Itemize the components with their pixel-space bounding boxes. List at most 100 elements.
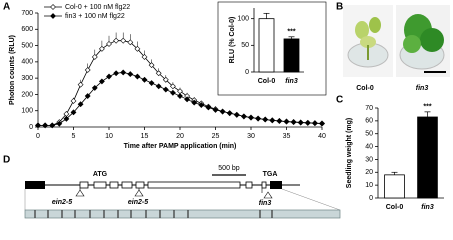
y-tick-label: 40: [365, 143, 373, 150]
marker: [148, 62, 155, 69]
marker: [184, 96, 191, 103]
marker: [255, 115, 262, 122]
marker: [304, 120, 311, 126]
x-tick-label: Col-0: [258, 78, 276, 85]
panel-label: C: [336, 95, 343, 106]
photo-label: fin3: [416, 85, 429, 92]
marker: [106, 73, 112, 80]
gene-diagram: [24, 174, 341, 219]
legend-label: Col-0 + 100 nM flg22: [65, 4, 130, 11]
bar: [258, 18, 275, 73]
y-tick-label: 30: [365, 156, 373, 163]
legend-marker: [50, 4, 56, 10]
photo-fin3: [396, 5, 450, 77]
marker: [77, 81, 84, 88]
scale-label: 500 bp: [218, 165, 240, 172]
marker: [113, 70, 120, 77]
y-tick-label: 0: [245, 69, 249, 76]
y-tick-label: 600: [21, 26, 33, 33]
x-tick-label: 40: [318, 133, 326, 140]
marker: [162, 86, 169, 93]
marker: [49, 122, 56, 129]
legend-marker: [50, 13, 56, 19]
significance: ***: [423, 104, 431, 111]
marker: [70, 98, 77, 104]
marker: [198, 102, 205, 108]
marker: [91, 54, 98, 60]
marker: [141, 76, 148, 83]
marker: [155, 83, 162, 90]
x-tick-label: fin3: [285, 78, 298, 85]
photo-col0: [343, 5, 393, 77]
allele-label: ein2-5: [52, 199, 72, 206]
marker: [297, 119, 304, 126]
panel-label: D: [3, 155, 10, 166]
marker: [240, 113, 247, 120]
start-codon: ATG: [93, 171, 108, 178]
marker: [106, 41, 112, 47]
y-axis-label: Seedling weight (mg): [346, 118, 353, 188]
y-tick-label: 100: [21, 108, 33, 115]
marker: [290, 119, 297, 126]
y-tick-label: 20: [365, 169, 373, 176]
marker: [233, 111, 240, 118]
marker: [134, 73, 141, 80]
marker: [120, 37, 127, 44]
x-tick-label: 30: [247, 133, 255, 140]
marker: [42, 122, 49, 129]
bar: [384, 174, 405, 199]
y-axis-label: Photon counts (RLU): [9, 35, 16, 105]
y-tick-label: 100: [237, 16, 249, 23]
x-tick-label: fin3: [421, 204, 434, 211]
marker: [35, 122, 41, 129]
marker: [262, 116, 269, 123]
marker: [113, 37, 120, 44]
marker: [155, 70, 162, 77]
marker: [56, 120, 63, 127]
allele-label: ein2-5: [128, 199, 148, 206]
figure: A B C D Col-0 fin3: [3, 2, 450, 219]
x-tick-label: 5: [72, 133, 76, 140]
x-axis-label: Time after PAMP application (min): [124, 143, 237, 150]
marker: [177, 93, 183, 99]
y-tick-label: 70: [365, 105, 373, 112]
y-tick-label: 300: [21, 75, 33, 82]
marker: [319, 120, 325, 127]
marker: [127, 39, 134, 46]
photo-label: Col-0: [356, 85, 374, 92]
marker: [177, 88, 183, 95]
marker: [98, 78, 105, 85]
x-tick-label: 15: [141, 133, 149, 140]
y-tick-label: 60: [365, 118, 373, 125]
marker: [269, 117, 276, 124]
y-tick-label: 50: [241, 42, 249, 49]
panel-label: A: [3, 2, 10, 13]
x-tick-label: 20: [176, 133, 184, 140]
marker: [169, 83, 176, 90]
y-tick-label: 0: [29, 124, 33, 131]
marker: [212, 106, 219, 113]
stop-codon: TGA: [263, 171, 278, 178]
marker: [169, 89, 176, 96]
y-tick-label: 700: [21, 10, 33, 17]
marker: [120, 69, 127, 76]
marker: [141, 54, 148, 60]
marker: [84, 67, 91, 73]
allele-label: fin3: [259, 200, 272, 207]
x-tick-label: 25: [212, 133, 220, 140]
marker: [248, 114, 254, 121]
y-tick-label: 50: [365, 131, 373, 138]
x-tick-label: 35: [283, 133, 291, 140]
panel-label: B: [336, 2, 343, 13]
marker: [219, 108, 226, 115]
x-tick-label: Col-0: [386, 204, 404, 211]
marker: [191, 99, 198, 106]
marker: [91, 84, 98, 91]
x-tick-label: 0: [36, 133, 40, 140]
marker: [127, 71, 134, 77]
marker: [63, 115, 70, 122]
marker: [205, 104, 212, 111]
marker: [283, 118, 290, 125]
marker: [70, 109, 77, 116]
bar: [417, 116, 438, 199]
